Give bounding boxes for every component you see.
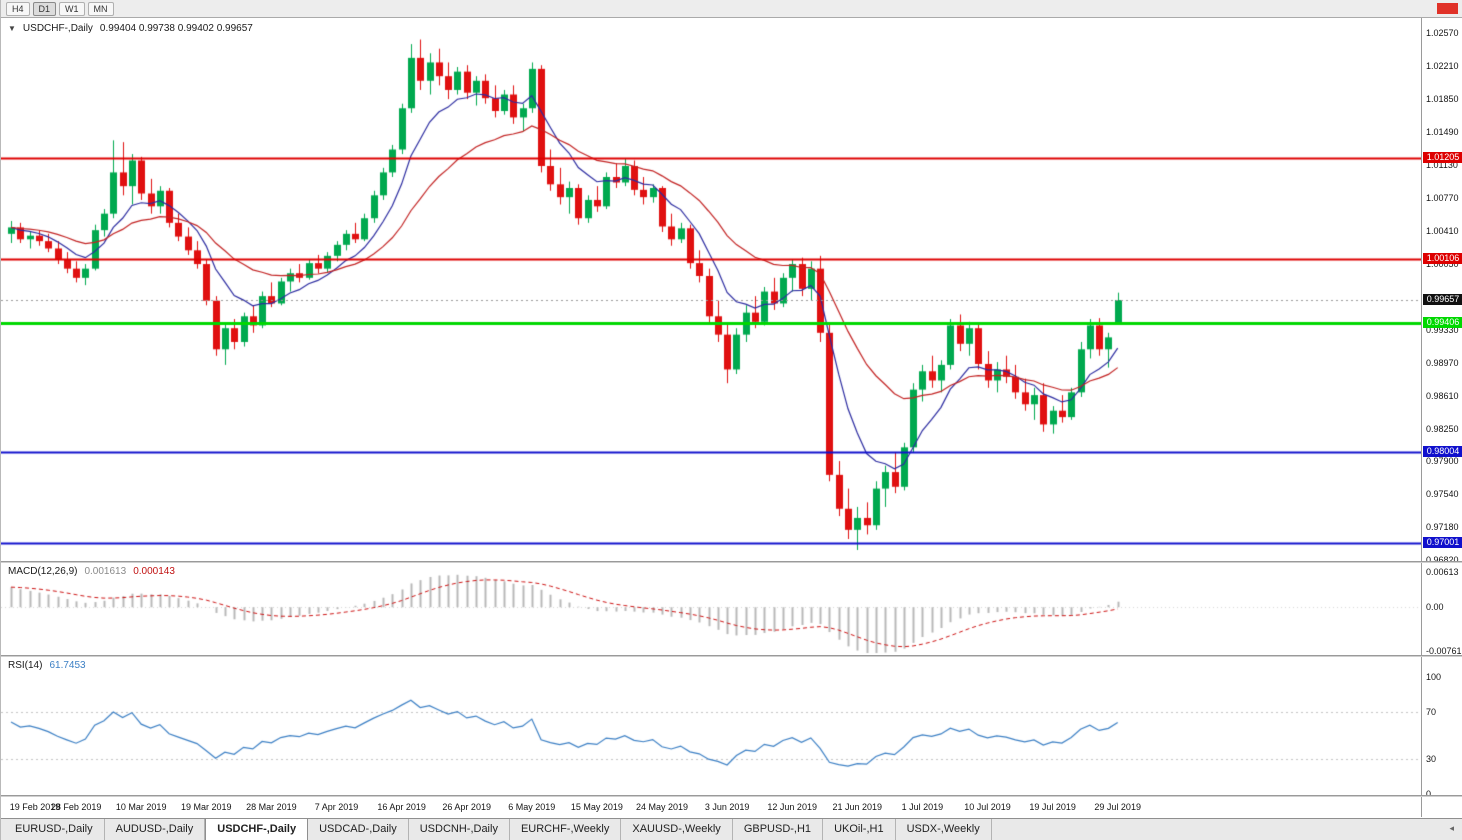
- date-label: 19 Mar 2019: [181, 802, 232, 812]
- rsi-label: RSI(14): [8, 660, 43, 671]
- date-label: 15 May 2019: [570, 802, 623, 812]
- macd-tick: 0.00: [1426, 602, 1444, 613]
- rsi-tick: 100: [1426, 672, 1442, 682]
- tab-usdchf-daily[interactable]: USDCHF-,Daily: [205, 819, 309, 840]
- price-tick: 0.98610: [1426, 391, 1459, 402]
- macd-value-signal: 0.000143: [133, 566, 175, 577]
- pane-splitter-macd[interactable]: [1, 561, 1462, 563]
- rsi-canvas[interactable]: [1, 657, 1421, 795]
- tab-eurchf-weekly[interactable]: EURCHF-,Weekly: [510, 819, 622, 840]
- price-tick: 1.01490: [1426, 127, 1459, 138]
- date-label: 19 Jul 2019: [1029, 802, 1076, 812]
- date-label: 10 Jul 2019: [964, 802, 1011, 812]
- timeframe-button-w1[interactable]: W1: [59, 1, 85, 16]
- tab-eurusd-daily[interactable]: EURUSD-,Daily: [4, 819, 105, 840]
- date-label: 24 May 2019: [635, 802, 689, 812]
- macd-pane-header: MACD(12,26,9) 0.001613 0.000143: [8, 566, 175, 577]
- price-tick: 1.00050: [1426, 259, 1459, 270]
- date-label: 28 Feb 2019: [50, 802, 102, 812]
- main-chart-canvas[interactable]: [1, 18, 1421, 561]
- date-axis[interactable]: 19 Feb 2019 28 Feb 2019 10 Mar 2019 19 Mar …: [1, 797, 1421, 818]
- price-tick: 0.97540: [1426, 489, 1459, 500]
- price-tick: 0.97900: [1426, 456, 1459, 467]
- date-label: 12 Jun 2019: [767, 802, 817, 812]
- date-label: 10 Mar 2019: [115, 802, 167, 812]
- chart-header: ▼ USDCHF-,Daily 0.99404 0.99738 0.99402 …: [8, 23, 253, 34]
- macd-canvas[interactable]: [1, 563, 1421, 655]
- status-indicator-icon: [1437, 3, 1458, 14]
- pane-splitter-rsi[interactable]: [1, 655, 1462, 657]
- tab-usdx-weekly[interactable]: USDX-,Weekly: [896, 819, 992, 840]
- price-tick: 1.01850: [1426, 94, 1459, 105]
- price-tick: 1.01130: [1426, 160, 1458, 171]
- timeframe-button-d1[interactable]: D1: [32, 1, 57, 16]
- price-axis[interactable]: 1.02570 1.02210 1.01850 1.01490 1.01130 1.007…: [1421, 18, 1462, 817]
- macd-tick: 0.00613: [1426, 567, 1459, 577]
- date-label: 29 Jul 2019: [1094, 802, 1141, 812]
- current-price-badge: 0.99657: [1423, 294, 1462, 306]
- price-line-badge: 1.01205: [1423, 152, 1462, 164]
- macd-label: MACD(12,26,9): [8, 566, 78, 577]
- date-label: 16 Apr 2019: [377, 802, 426, 812]
- price-tick: 1.02570: [1426, 28, 1459, 39]
- symbol-tabs-bar: EURUSD-,Daily AUDUSD-,Daily USDCHF-,Daily U…: [1, 818, 1462, 840]
- tab-audusd-daily[interactable]: AUDUSD-,Daily: [105, 819, 206, 840]
- tab-ukoil-h1[interactable]: UKOil-,H1: [823, 819, 896, 840]
- rsi-tick: 30: [1426, 753, 1437, 764]
- date-label: 7 Apr 2019: [314, 802, 359, 812]
- rsi-tick: 0: [1426, 789, 1432, 799]
- date-label: 19 Feb 2019: [9, 802, 61, 812]
- tab-scroll-left-icon[interactable]: ◂: [1449, 823, 1454, 833]
- price-tick: 1.02210: [1426, 61, 1459, 72]
- price-tick: 0.96820: [1426, 555, 1459, 565]
- tab-usdcad-daily[interactable]: USDCAD-,Daily: [308, 819, 409, 840]
- price-tick: 1.00410: [1426, 226, 1459, 237]
- macd-value-main: 0.001613: [84, 566, 127, 577]
- tab-usdcnh-daily[interactable]: USDCNH-,Daily: [409, 819, 510, 840]
- price-tick: 1.00770: [1426, 193, 1459, 204]
- tab-xauusd-weekly[interactable]: XAUUSD-,Weekly: [621, 819, 733, 840]
- chart-symbol-label: USDCHF-,Daily: [22, 23, 93, 34]
- timeframe-button-mn[interactable]: MN: [87, 1, 114, 16]
- timeframe-button-h4[interactable]: H4: [6, 1, 30, 16]
- rsi-value: 61.7453: [49, 660, 86, 671]
- chart-ohlc-values: 0.99404 0.99738 0.99402 0.99657: [99, 23, 253, 34]
- price-tick: 0.99330: [1426, 325, 1459, 336]
- price-line-badge: 1.00106: [1423, 252, 1462, 264]
- date-label: 21 Jun 2019: [832, 802, 883, 812]
- rsi-pane-header: RSI(14) 61.7453: [8, 660, 86, 671]
- tab-gbpusd-h1[interactable]: GBPUSD-,H1: [733, 819, 824, 840]
- date-label: 1 Jul 2019: [901, 802, 944, 812]
- price-tick: 0.97180: [1426, 522, 1459, 533]
- price-line-badge: 0.98004: [1423, 445, 1462, 457]
- symbol-dropdown-icon[interactable]: ▼: [8, 24, 16, 33]
- macd-tick: -0.00761: [1426, 646, 1462, 656]
- rsi-tick: 70: [1426, 707, 1437, 718]
- date-label: 3 Jun 2019: [704, 802, 750, 812]
- price-line-badge: 0.97001: [1423, 537, 1462, 549]
- price-tick: 0.98250: [1426, 424, 1459, 435]
- date-label: 28 Mar 2019: [246, 802, 297, 812]
- price-tick: 0.98970: [1426, 358, 1459, 369]
- date-label: 26 Apr 2019: [442, 802, 491, 812]
- pane-splitter-dates[interactable]: [1, 795, 1462, 797]
- timeframe-toolbar: H4 D1 W1 MN: [1, 0, 1462, 18]
- price-line-badge: 0.99406: [1423, 317, 1462, 329]
- date-label: 6 May 2019: [508, 802, 556, 812]
